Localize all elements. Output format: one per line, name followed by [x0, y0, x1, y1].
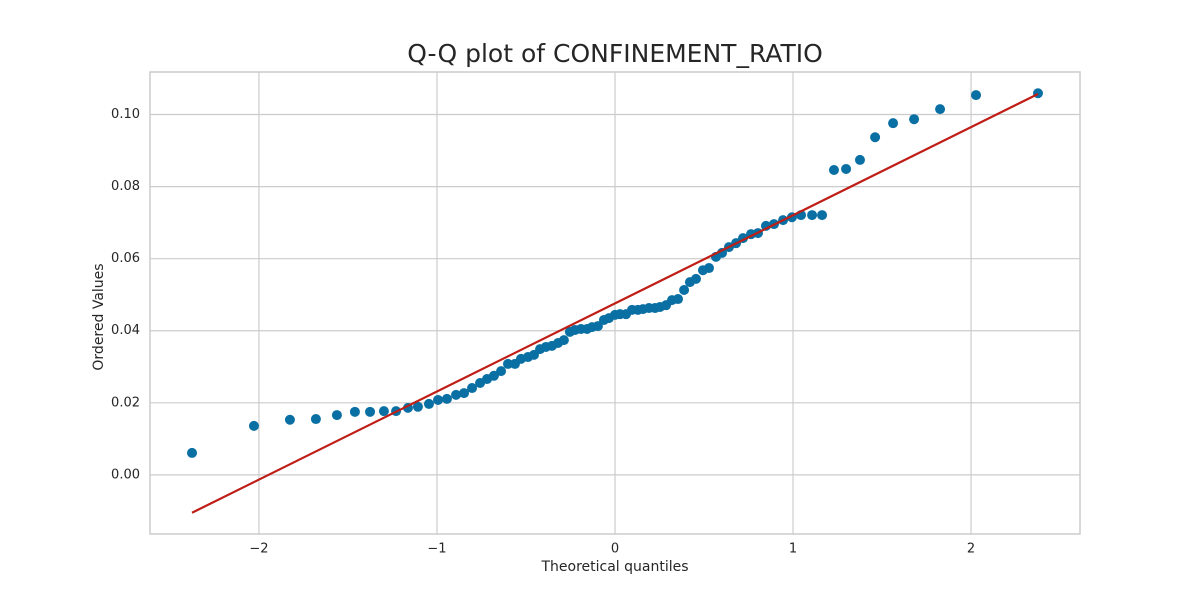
point [503, 358, 514, 369]
y-axis-label: Ordered Values [91, 263, 107, 370]
point [592, 321, 603, 332]
y-tick-label: 0.04 [111, 323, 140, 338]
point [558, 335, 569, 346]
x-tick-label: 2 [967, 542, 975, 557]
x-tick-label: −1 [427, 542, 446, 557]
point [248, 420, 259, 431]
point [679, 285, 690, 296]
point [828, 165, 839, 176]
point [433, 394, 444, 405]
y-tick-label: 0.02 [111, 395, 140, 410]
y-tick-label: 0.10 [111, 107, 140, 122]
chart-title: Q-Q plot of CONFINEMENT_RATIO [407, 39, 823, 68]
point [187, 447, 198, 458]
point [870, 132, 881, 143]
fit-line [191, 92, 1039, 514]
point [451, 389, 462, 400]
point [310, 414, 321, 425]
point [459, 388, 470, 399]
point [488, 370, 499, 381]
point [378, 406, 389, 417]
point [935, 104, 946, 115]
point [284, 414, 295, 425]
point [716, 247, 727, 258]
point [349, 406, 360, 417]
point [971, 90, 982, 101]
point [331, 410, 342, 421]
x-tick-label: 0 [611, 542, 619, 557]
x-axis-label: Theoretical quantiles [540, 559, 688, 575]
point [888, 118, 899, 129]
y-tick-label: 0.00 [111, 467, 140, 482]
y-tick-label: 0.06 [111, 251, 140, 266]
point [691, 273, 702, 284]
point [496, 366, 507, 377]
x-tick-label: −2 [249, 542, 268, 557]
point [467, 383, 478, 394]
point [909, 114, 920, 125]
x-tick-label: 1 [789, 542, 797, 557]
point [703, 263, 714, 274]
point [854, 154, 865, 165]
point [673, 294, 684, 305]
point [841, 163, 852, 174]
point [365, 406, 376, 417]
y-tick-label: 0.08 [111, 179, 140, 194]
point [817, 210, 828, 221]
point [807, 210, 818, 221]
point [423, 398, 434, 409]
point [441, 393, 452, 404]
point [412, 401, 423, 412]
